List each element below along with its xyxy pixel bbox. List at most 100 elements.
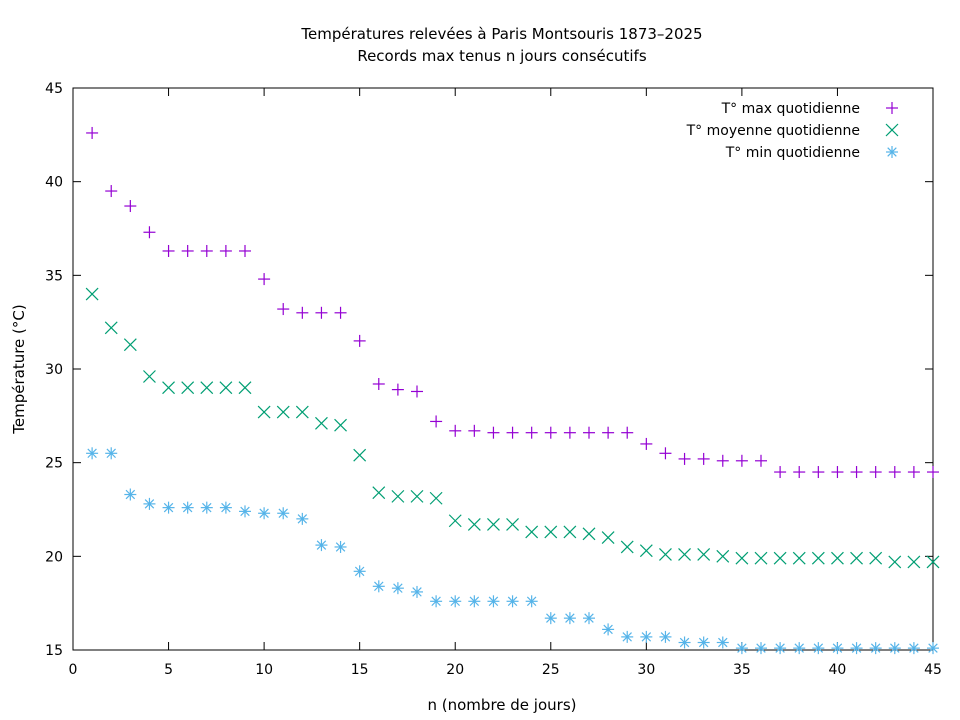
data-point xyxy=(296,306,309,319)
data-point xyxy=(391,489,405,503)
x-tick-label: 35 xyxy=(733,662,751,678)
series-2 xyxy=(85,287,940,569)
y-tick-label: 40 xyxy=(45,175,63,191)
data-point xyxy=(334,540,347,553)
y-tick-label: 20 xyxy=(45,549,63,565)
data-point xyxy=(258,273,271,286)
plot-frame xyxy=(72,87,934,651)
data-point xyxy=(334,306,347,319)
data-point xyxy=(487,518,500,531)
x-tick-label: 15 xyxy=(351,662,369,678)
data-point xyxy=(430,415,443,428)
data-point xyxy=(659,447,672,460)
data-point xyxy=(506,595,519,608)
data-point xyxy=(850,466,863,479)
data-point xyxy=(755,642,767,655)
data-point xyxy=(467,518,481,531)
x-tick-label: 0 xyxy=(69,662,78,678)
series-layer xyxy=(85,126,940,655)
data-point xyxy=(334,418,347,432)
data-point xyxy=(602,623,615,636)
data-point xyxy=(449,595,462,608)
y-axis: 15 20 25 30 35 40 45 xyxy=(45,81,933,659)
data-point xyxy=(927,466,939,479)
data-point xyxy=(181,244,194,257)
data-point xyxy=(238,381,252,395)
data-point xyxy=(544,612,557,625)
data-point xyxy=(774,466,787,479)
legend-label: T° moyenne quotidienne xyxy=(686,123,860,139)
data-point xyxy=(200,381,214,395)
data-point xyxy=(735,551,749,565)
data-point xyxy=(850,551,863,565)
data-point xyxy=(162,501,175,514)
data-point xyxy=(774,642,787,655)
data-point xyxy=(391,383,404,396)
data-point xyxy=(468,424,481,437)
y-tick-label: 15 xyxy=(45,643,63,659)
data-point xyxy=(239,244,251,257)
data-point xyxy=(200,244,213,257)
data-point xyxy=(353,448,367,462)
data-point xyxy=(430,595,443,608)
data-point xyxy=(582,527,596,541)
data-point xyxy=(257,405,271,419)
data-point xyxy=(219,244,232,257)
data-point xyxy=(697,452,710,465)
data-point xyxy=(219,501,232,514)
data-point xyxy=(563,426,576,439)
data-point xyxy=(410,489,424,503)
data-point xyxy=(295,405,309,419)
x-tick-label: 40 xyxy=(829,662,847,678)
data-point xyxy=(678,636,691,649)
data-point xyxy=(754,551,768,565)
data-point xyxy=(296,512,309,525)
data-point xyxy=(124,488,137,501)
data-point xyxy=(735,454,748,467)
data-point xyxy=(277,507,290,520)
x-tick-label: 30 xyxy=(637,662,655,678)
series-1 xyxy=(86,126,939,479)
data-point xyxy=(468,595,481,608)
data-point xyxy=(449,424,462,437)
data-point xyxy=(143,370,156,383)
data-point xyxy=(544,525,558,539)
data-point xyxy=(86,126,99,139)
chart-subtitle: Records max tenus n jours consécutifs xyxy=(357,47,646,65)
data-point xyxy=(276,405,290,419)
data-point xyxy=(258,507,271,520)
data-point xyxy=(907,642,920,655)
data-point xyxy=(926,555,940,569)
data-point xyxy=(86,447,99,460)
data-point xyxy=(716,549,730,563)
data-point xyxy=(640,437,653,450)
data-point xyxy=(812,466,825,479)
x-tick-label: 45 xyxy=(924,662,942,678)
data-point xyxy=(239,505,251,518)
data-point xyxy=(659,548,672,561)
data-point xyxy=(716,454,729,467)
x-tick-label: 10 xyxy=(255,662,273,678)
data-point xyxy=(601,531,615,545)
data-point xyxy=(716,636,729,649)
data-point xyxy=(544,426,557,439)
data-point xyxy=(831,551,844,565)
data-point xyxy=(583,426,595,439)
data-point xyxy=(162,381,175,395)
data-point xyxy=(792,551,806,565)
data-point xyxy=(506,518,519,531)
data-point xyxy=(372,486,386,500)
legend-marker xyxy=(886,146,898,158)
data-point xyxy=(525,595,538,608)
data-point xyxy=(563,525,577,539)
data-point xyxy=(621,426,634,439)
data-point xyxy=(659,630,672,643)
data-point xyxy=(831,466,844,479)
data-point xyxy=(277,303,290,316)
data-point xyxy=(372,377,385,390)
data-point xyxy=(391,582,404,595)
data-point xyxy=(850,642,863,655)
data-point xyxy=(429,491,443,505)
legend-marker xyxy=(886,102,898,114)
